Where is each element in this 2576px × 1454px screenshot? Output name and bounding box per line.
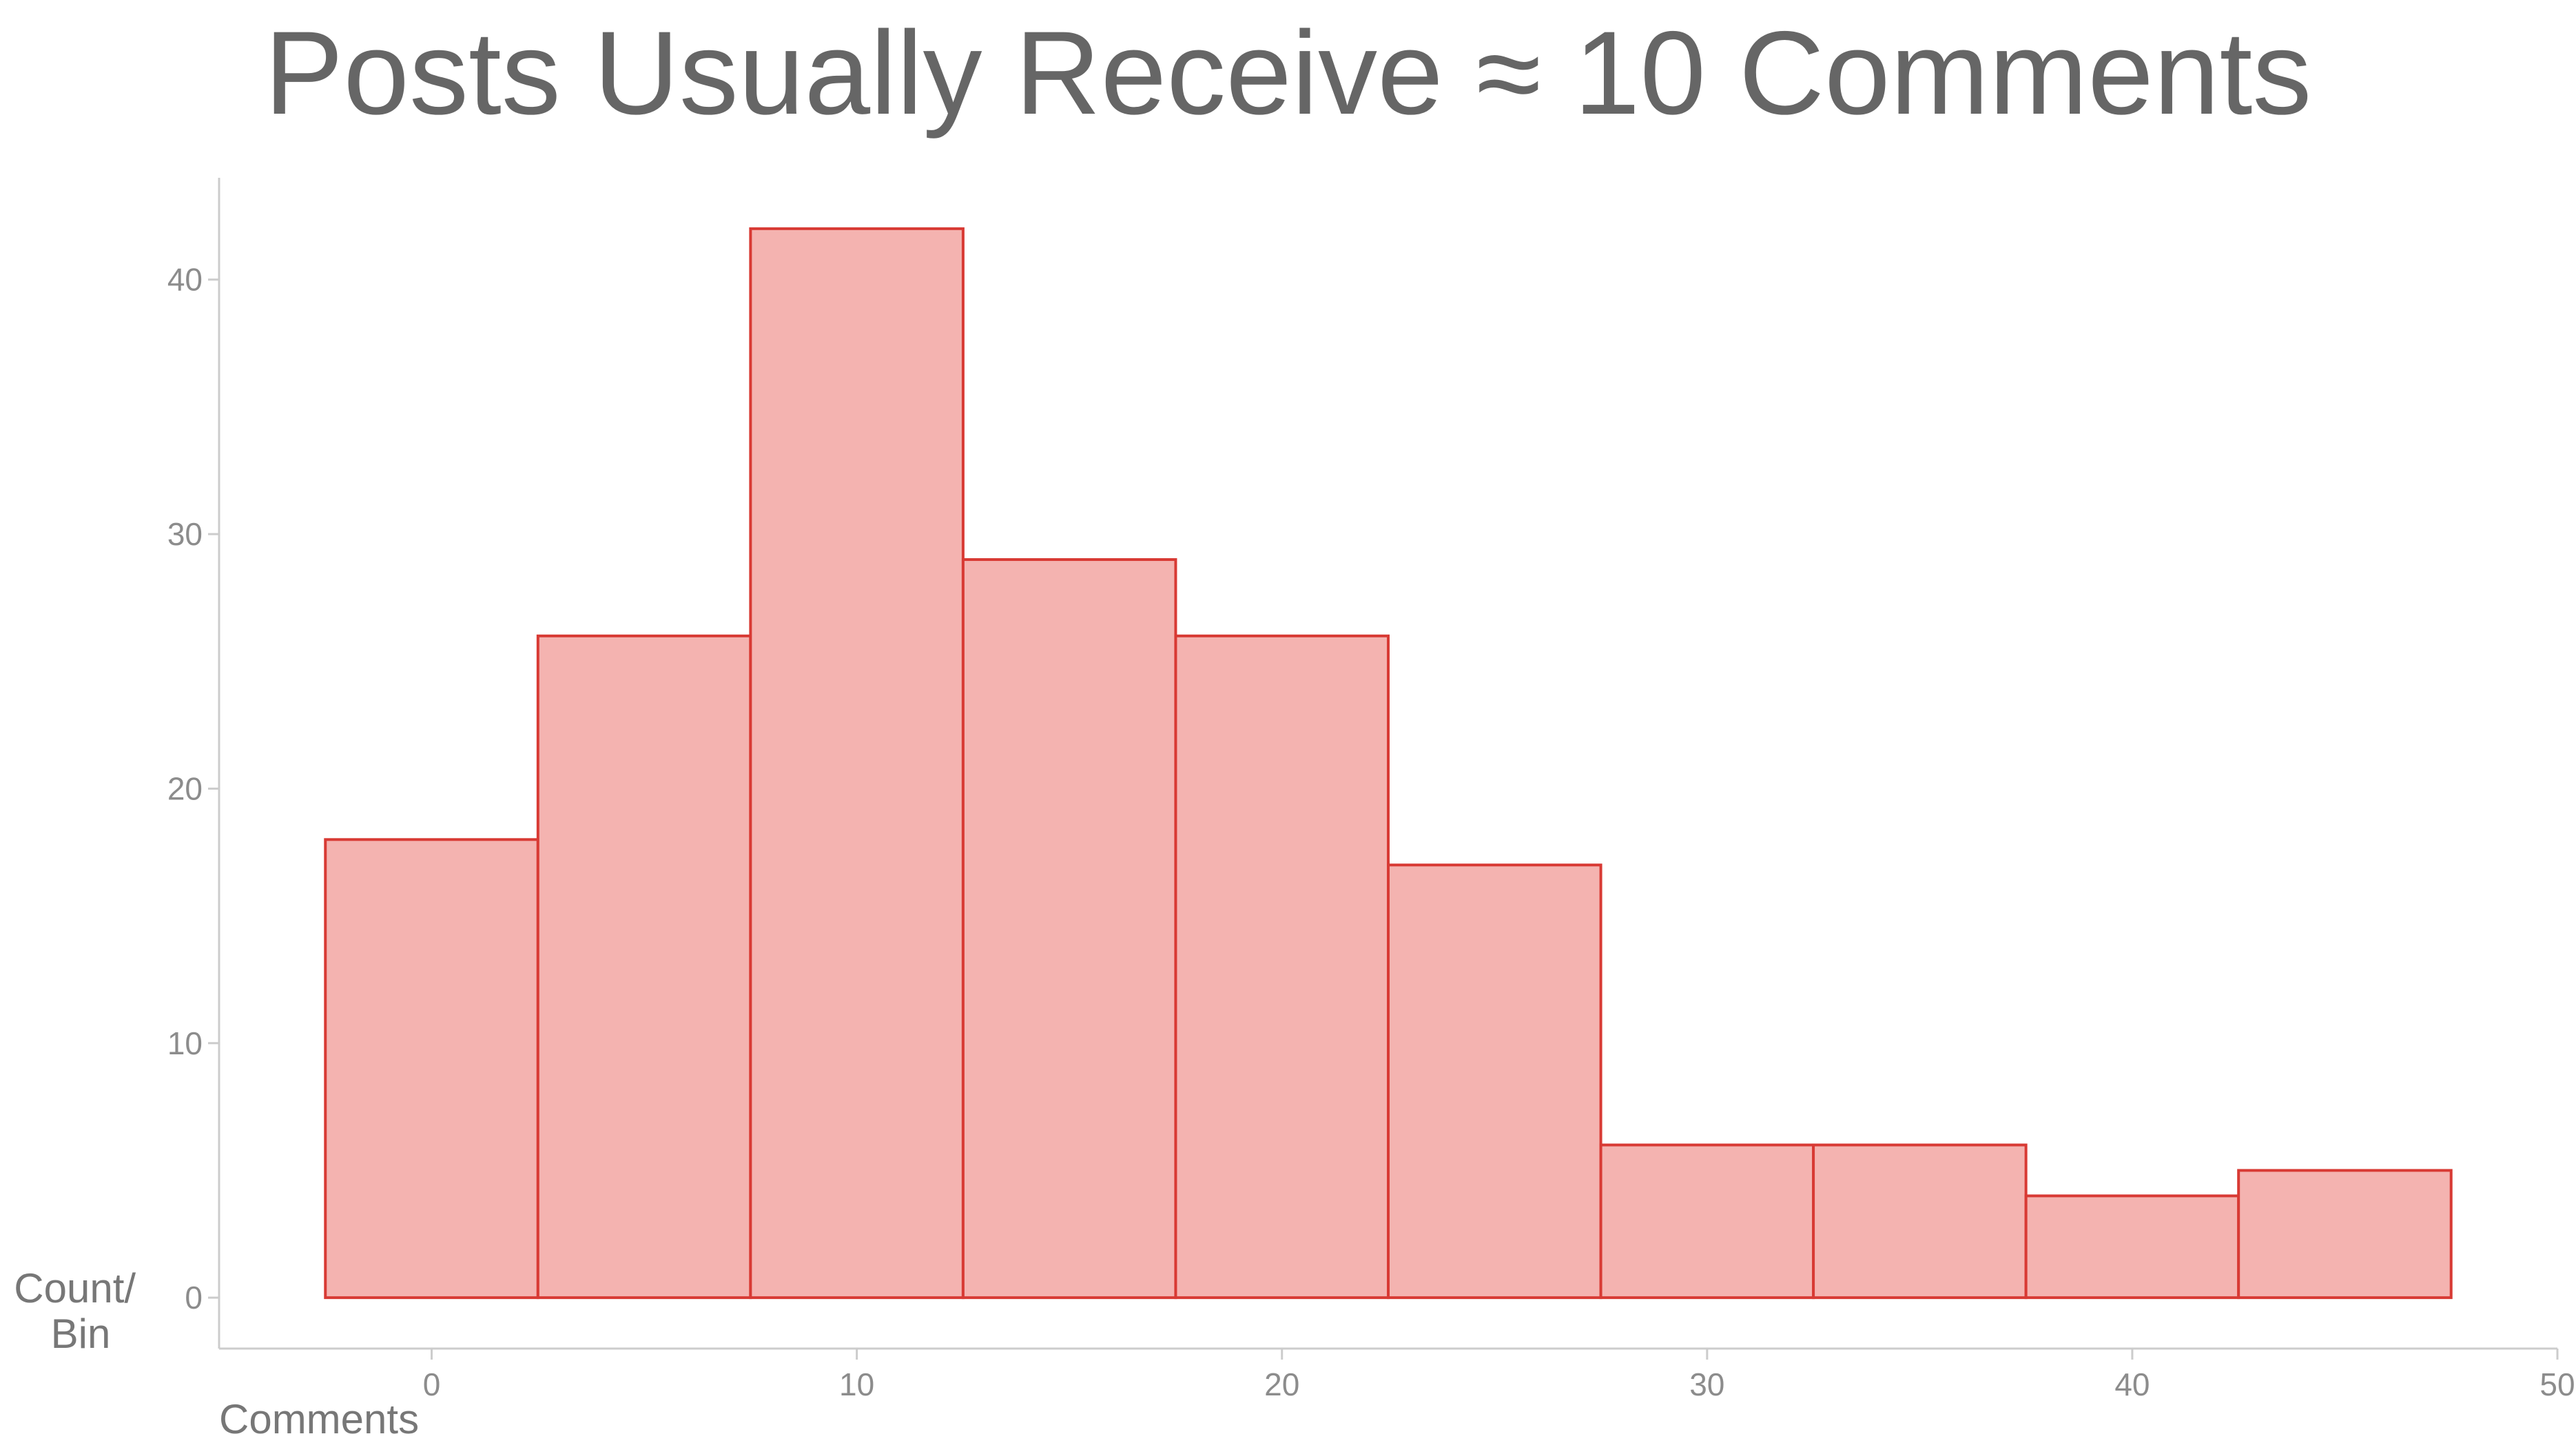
y-axis-label: Count/ Bin [14,1265,147,1357]
histogram-bar-0 [324,838,539,1300]
x-tick-label-10: 10 [839,1366,874,1402]
y-tick-label-10: 10 [167,1025,203,1061]
histogram-bar-7 [1812,1143,2028,1300]
x-tick-label-20: 20 [1264,1366,1299,1402]
histogram-bar-1 [536,634,752,1300]
histogram-bar-6 [1599,1143,1815,1300]
x-axis-ticks: 0 10 20 30 40 50 [423,1349,2575,1402]
histogram-bar-9 [2237,1169,2453,1300]
chart-title: Posts Usually Receive ≈ 10 Comments [264,7,2312,139]
x-axis-label: Comments [219,1396,419,1442]
y-tick-label-40: 40 [167,262,203,298]
x-tick-label-50: 50 [2539,1366,2575,1402]
y-axis-label-line-2: Bin [51,1311,111,1357]
histogram-bar-2 [749,227,965,1300]
histogram-bars [324,227,2453,1300]
x-tick-label-40: 40 [2114,1366,2150,1402]
histogram-bar-4 [1174,634,1390,1300]
histogram-bar-5 [1387,863,1603,1300]
y-tick-label-0: 0 [185,1280,203,1315]
x-tick-label-0: 0 [423,1366,441,1402]
y-axis-ticks: 0 10 20 30 40 [167,262,219,1315]
x-tick-label-30: 30 [1689,1366,1724,1402]
y-tick-label-20: 20 [167,770,203,806]
histogram-bar-3 [961,558,1177,1300]
histogram-bar-8 [2024,1194,2240,1300]
y-axis-label-line-1: Count/ [14,1265,136,1311]
y-tick-label-30: 30 [167,516,203,552]
